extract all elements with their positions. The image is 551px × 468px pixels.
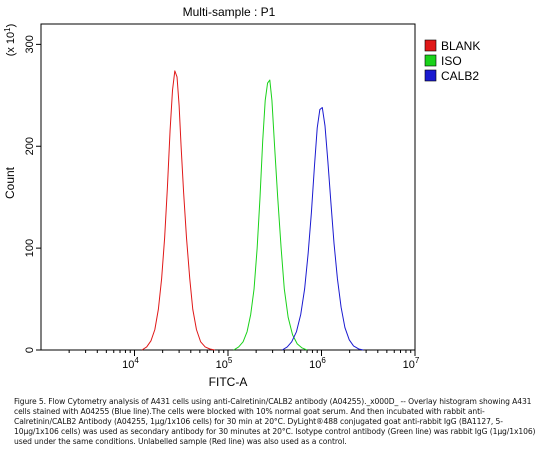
x-tick-label: 107	[403, 356, 420, 371]
chart-title: Multi-sample : P1	[183, 5, 276, 19]
x-tick-label: 105	[216, 356, 233, 371]
y-tick-label: 0	[24, 347, 36, 353]
x-tick-label: 106	[309, 356, 326, 371]
y-multiplier-label: (x 101)	[3, 24, 17, 57]
y-axis-label: Count	[3, 166, 17, 199]
series-line-iso	[233, 79, 308, 351]
y-tick-label: 200	[24, 137, 36, 155]
y-tick-label: 100	[24, 239, 36, 257]
y-tick-label: 300	[24, 35, 36, 53]
x-axis-label: FITC-A	[209, 375, 248, 389]
x-tick-label: 104	[122, 356, 139, 371]
legend-label-blank: BLANK	[441, 39, 480, 53]
y-axis-ticks: 0 100 200 300	[24, 35, 41, 353]
series-layer	[141, 70, 364, 351]
x-axis-ticks: 104 105 106 107	[68, 350, 420, 371]
svg-text:(x 101): (x 101)	[3, 24, 17, 57]
legend-swatch-blank	[424, 39, 437, 52]
series-line-calb2	[281, 107, 364, 351]
legend-swatch-calb2	[424, 69, 437, 82]
flow-cytometry-chart: Multi-sample : P1 (x 101) Count FITC-A 0…	[3, 5, 480, 389]
figure-caption: Figure 5. Flow Cytometry analysis of A43…	[14, 397, 536, 446]
series-line-blank	[141, 70, 215, 351]
legend-label-calb2: CALB2	[441, 69, 479, 83]
plot-frame	[40, 23, 416, 351]
legend-label-iso: ISO	[441, 54, 462, 68]
legend-swatch-iso	[424, 54, 437, 67]
